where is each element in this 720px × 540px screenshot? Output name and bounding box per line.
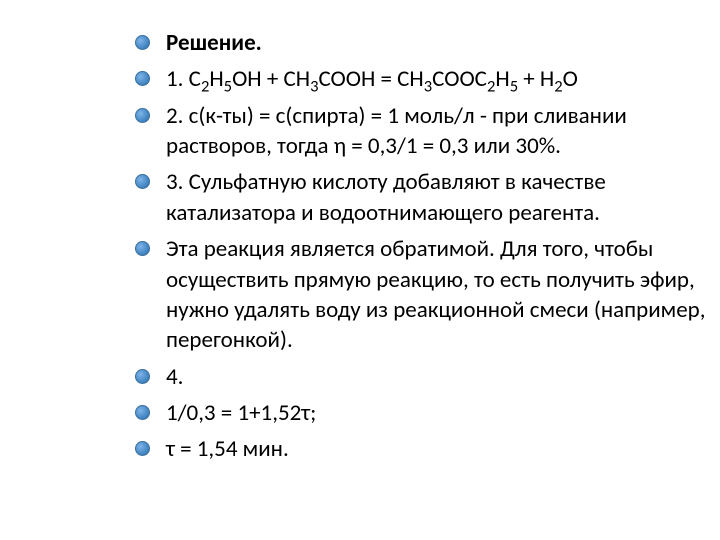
list-item-3: 3. Сульфатную кислоту добавляют в качест… [60, 167, 710, 228]
list-item-5: 4. [60, 362, 710, 392]
list-item-text: 4. [166, 363, 183, 391]
list-item-text: 2. с(к-ты) = с(спирта) = 1 моль/л - при … [166, 102, 627, 160]
list-item-text: Решение. [166, 29, 262, 57]
solution-list: Решение. 1. C2H5OH + CH3COOH = CH3COOC2H5… [60, 28, 710, 465]
list-item-0: Решение. [60, 28, 710, 58]
list-item-4: Эта реакция является обратимой. Для того… [60, 234, 710, 355]
list-item-text: Эта реакция является обратимой. Для того… [166, 235, 706, 354]
list-item-7: τ = 1,54 мин. [60, 434, 710, 464]
list-item-6: 1/0,3 = 1+1,52τ; [60, 398, 710, 428]
list-item-text: τ = 1,54 мин. [166, 435, 289, 463]
list-item-1: 1. C2H5OH + CH3COOH = CH3COOC2H5 + H2O [60, 64, 710, 94]
list-item-text: 1/0,3 = 1+1,52τ; [166, 399, 316, 427]
list-item-text: 3. Сульфатную кислоту добавляют в качест… [166, 168, 606, 226]
list-item-text: 1. C2H5OH + CH3COOH = CH3COOC2H5 + H2O [166, 65, 578, 93]
list-item-2: 2. с(к-ты) = с(спирта) = 1 моль/л - при … [60, 101, 710, 162]
